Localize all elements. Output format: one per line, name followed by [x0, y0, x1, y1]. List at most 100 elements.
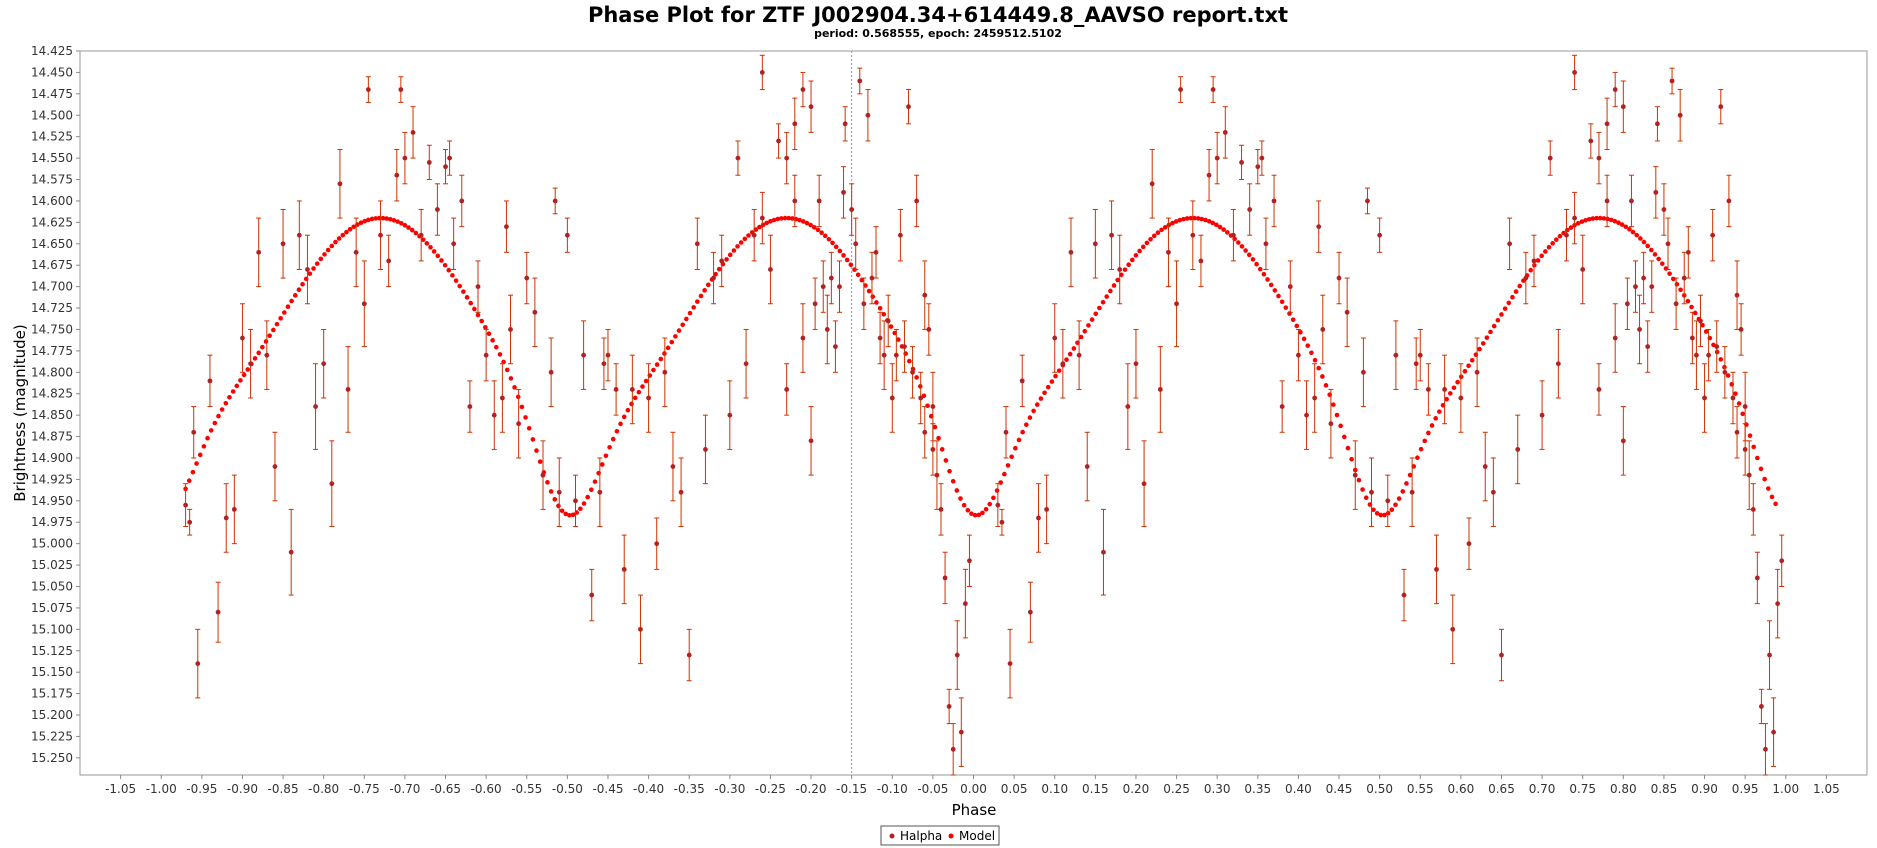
model-point [490, 338, 495, 343]
y-tick-label: 14.625 [31, 215, 73, 229]
halpha-point [1673, 277, 1679, 330]
model-point [1400, 489, 1406, 494]
model-point [289, 298, 294, 304]
y-tick-label: 15.250 [31, 751, 73, 765]
halpha-point [792, 174, 798, 228]
model-point [691, 305, 696, 310]
model-point [1184, 216, 1190, 221]
halpha-point [187, 508, 193, 536]
halpha-point [345, 346, 351, 433]
halpha-point [893, 328, 899, 382]
model-point [870, 294, 876, 299]
halpha-point [1702, 363, 1708, 433]
y-tick-label: 15.100 [31, 622, 73, 636]
model-point [1020, 429, 1025, 435]
model-point [1246, 252, 1252, 258]
model-point [651, 367, 656, 373]
model-point [1254, 261, 1259, 267]
halpha-point [938, 483, 944, 536]
halpha-point [1539, 380, 1545, 450]
halpha-point [1555, 328, 1561, 399]
model-point [1221, 227, 1226, 232]
model-point [1210, 220, 1216, 226]
model-point [994, 488, 1000, 493]
model-point [208, 428, 214, 433]
halpha-point [394, 149, 400, 202]
y-tick-label: 15.200 [31, 708, 73, 722]
x-tick-label: -0.30 [714, 782, 745, 796]
plot-area [79, 50, 1868, 776]
model-point [1334, 412, 1340, 418]
halpha-point [1580, 234, 1586, 305]
halpha-point [499, 363, 505, 433]
model-point [446, 267, 452, 273]
model-point [486, 331, 492, 337]
y-tick-label: 15.150 [31, 665, 73, 679]
halpha-point [321, 328, 327, 399]
model-point [318, 256, 324, 262]
halpha-point [1458, 363, 1464, 433]
model-point [640, 384, 645, 389]
halpha-point [828, 251, 834, 305]
model-point [1144, 240, 1150, 246]
model-point [567, 512, 572, 518]
model-point [1539, 253, 1544, 259]
halpha-point [1612, 303, 1618, 373]
model-point [238, 378, 243, 383]
model-point [907, 358, 912, 364]
halpha-point [812, 277, 818, 330]
model-point [1236, 240, 1241, 245]
model-point [625, 407, 631, 413]
halpha-point [264, 320, 270, 390]
halpha-point [552, 187, 558, 215]
halpha-point [621, 534, 627, 605]
model-point [1396, 496, 1402, 501]
y-tick-label: 15.000 [31, 537, 73, 551]
model-point [1762, 476, 1767, 482]
halpha-point [1417, 328, 1423, 382]
halpha-point [1714, 320, 1720, 373]
halpha-point [901, 320, 907, 373]
y-tick-label: 15.075 [31, 601, 73, 615]
model-point [373, 216, 378, 221]
model-point [1586, 216, 1592, 222]
x-tick-label: -0.55 [511, 782, 542, 796]
x-tick-label: -0.65 [430, 782, 461, 796]
model-point [987, 501, 993, 507]
model-point [1013, 445, 1018, 451]
halpha-point [1681, 251, 1687, 305]
halpha-point [897, 209, 903, 262]
y-tick-label: 14.800 [31, 365, 73, 379]
model-point [413, 230, 419, 236]
model-point [1159, 227, 1164, 233]
halpha-point [702, 414, 708, 485]
x-tick-label: 0.90 [1691, 782, 1718, 796]
halpha-point [1044, 474, 1050, 545]
halpha-point [735, 140, 741, 176]
halpha-point [1624, 277, 1630, 330]
legend-model-label: Model [959, 829, 995, 843]
model-point [523, 415, 528, 420]
model-point [380, 215, 386, 221]
halpha-point [540, 440, 546, 510]
model-point [292, 293, 298, 298]
halpha-point [248, 328, 254, 399]
halpha-point [256, 217, 262, 288]
model-point [826, 236, 832, 242]
halpha-point [873, 226, 879, 279]
halpha-point [548, 337, 554, 408]
halpha-point [646, 363, 652, 433]
model-point [811, 225, 817, 230]
y-tick-label: 14.700 [31, 280, 73, 294]
model-point [552, 497, 558, 502]
halpha-point [207, 354, 213, 408]
model-point [1773, 501, 1778, 507]
halpha-point [1742, 423, 1748, 476]
model-point [1104, 294, 1110, 299]
model-point [1345, 445, 1351, 451]
chart-title: Phase Plot for ZTF J002904.34+614449.8_A… [588, 3, 1288, 27]
model-point [589, 487, 594, 492]
model-point [216, 413, 221, 419]
x-tick-label: -0.20 [796, 782, 827, 796]
halpha-point [869, 251, 875, 305]
